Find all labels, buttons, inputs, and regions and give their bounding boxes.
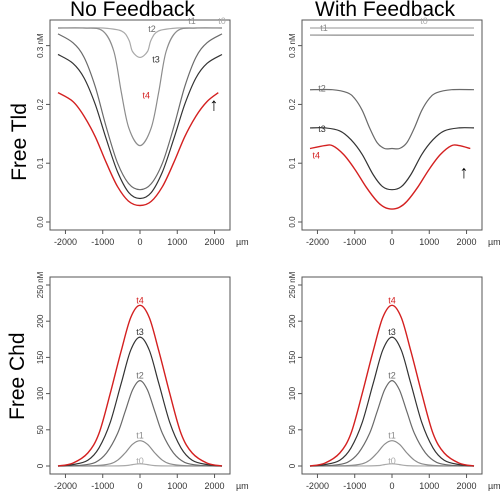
tld-no-feedback-series-t1	[57, 27, 223, 147]
tld-no-feedback-x-tick-label: 0	[137, 237, 142, 247]
tld-with-feedback-x-tick-label: 2000	[457, 237, 477, 247]
tld-no-feedback-series-label-t1: t1	[188, 16, 196, 26]
chd-no-feedback-series-label-t1: t1	[136, 431, 144, 441]
chd-with-feedback-x-tick-label: -1000	[343, 481, 366, 491]
chd-no-feedback-series-t3	[57, 336, 223, 467]
chd-with-feedback-x-tick-label: 2000	[457, 481, 477, 491]
tld-no-feedback-x-tick-label: 2000	[205, 237, 225, 247]
tld-with-feedback-arrow-annotation: ↑	[460, 162, 469, 182]
tld-with-feedback-x-tick-label: 0	[389, 237, 394, 247]
tld-with-feedback-x-tick-label: 1000	[419, 237, 439, 247]
chd-with-feedback-series-t0	[309, 463, 475, 467]
chd-with-feedback-y-tick-label: 150	[288, 350, 297, 364]
tld-with-feedback-y-tick-label: 0.3 nM	[288, 33, 297, 58]
tld-with-feedback-x-tick-label: -1000	[343, 237, 366, 247]
chd-with-feedback-series-label-t3: t3	[388, 327, 396, 337]
chd-with-feedback-series-t1	[309, 440, 475, 467]
tld-with-feedback-x-axis-unit: µm	[488, 237, 500, 247]
tld-no-feedback-series-t0	[58, 27, 222, 59]
tld-with-feedback-series-label-t4: t4	[313, 151, 321, 161]
tld-no-feedback-series-t2	[57, 33, 223, 191]
chd-no-feedback-x-axis-unit: µm	[236, 481, 249, 491]
chd-with-feedback-y-tick-label: 100	[288, 386, 297, 400]
column-title-with-feedback: With Feedback	[315, 0, 456, 21]
tld-no-feedback-series-label-t2: t2	[148, 24, 156, 34]
chd-no-feedback-y-tick-label: 150	[36, 350, 45, 364]
tld-with-feedback-series-label-t3: t3	[318, 124, 326, 134]
chd-with-feedback-y-tick-label: 50	[288, 425, 297, 434]
chd-no-feedback-y-tick-label: 0	[36, 463, 45, 468]
tld-no-feedback-series-t3	[57, 53, 223, 200]
chd-no-feedback-series-t0	[57, 463, 223, 467]
chd-no-feedback-series-t4	[57, 304, 223, 467]
tld-with-feedback-x-tick-label: -2000	[306, 237, 329, 247]
chd-with-feedback-series-label-t2: t2	[388, 371, 396, 381]
tld-with-feedback-y-tick-label: 0.2	[288, 98, 297, 110]
tld-with-feedback-y-tick-label: 0.1	[288, 157, 297, 169]
tld-with-feedback-series-label-t1: t1	[320, 23, 328, 33]
chd-no-feedback-x-tick-label: 0	[137, 481, 142, 491]
tld-no-feedback-y-tick-label: 0.3 nM	[36, 33, 45, 58]
chd-with-feedback-series-label-t4: t4	[388, 295, 396, 305]
tld-no-feedback-y-tick-label: 0.1	[36, 157, 45, 169]
tld-no-feedback-series-label-t3: t3	[152, 54, 160, 64]
chd-no-feedback-y-tick-label: 200	[36, 314, 45, 328]
chd-with-feedback-y-tick-label: 250 nM	[288, 271, 297, 298]
chd-no-feedback-y-tick-label: 50	[36, 425, 45, 434]
chd-with-feedback-series-label-t0: t0	[388, 456, 396, 466]
chd-with-feedback-series-label-t1: t1	[388, 431, 396, 441]
tld-no-feedback-y-tick-label: 0.2	[36, 98, 45, 110]
chd-no-feedback-series-label-t4: t4	[136, 295, 144, 305]
chd-no-feedback-series-label-t2: t2	[136, 371, 144, 381]
chd-with-feedback-series-t3	[309, 336, 475, 467]
chd-with-feedback-x-tick-label: 1000	[419, 481, 439, 491]
chd-no-feedback-y-tick-label: 250 nM	[36, 271, 45, 298]
chd-with-feedback-x-tick-label: -2000	[306, 481, 329, 491]
column-title-no-feedback: No Feedback	[70, 0, 195, 21]
tld-no-feedback-x-tick-label: -2000	[54, 237, 77, 247]
chd-no-feedback-x-tick-label: 2000	[205, 481, 225, 491]
tld-no-feedback-y-tick-label: 0.0	[36, 216, 45, 228]
chd-no-feedback-series-label-t0: t0	[136, 456, 144, 466]
tld-no-feedback-arrow-annotation: ↑	[210, 94, 219, 114]
tld-with-feedback-series-t4	[309, 144, 471, 210]
tld-no-feedback-series-label-t4: t4	[143, 91, 151, 101]
chd-no-feedback-x-tick-label: 1000	[167, 481, 187, 491]
chd-with-feedback-x-tick-label: 0	[389, 481, 394, 491]
tld-no-feedback-series-t4	[57, 92, 219, 207]
tld-no-feedback-x-tick-label: 1000	[167, 237, 187, 247]
tld-with-feedback-series-label-t2: t2	[318, 84, 326, 94]
chd-no-feedback-x-tick-label: -2000	[54, 481, 77, 491]
tld-with-feedback-series-label-t0: t0	[420, 16, 428, 26]
chd-with-feedback-y-tick-label: 200	[288, 314, 297, 328]
tld-no-feedback-x-axis-unit: µm	[236, 237, 249, 247]
chd-with-feedback-x-axis-unit: µm	[488, 481, 500, 491]
chd-no-feedback-series-t2	[57, 379, 223, 467]
chd-no-feedback-y-tick-label: 100	[36, 386, 45, 400]
chd-with-feedback-series-t2	[309, 379, 475, 467]
chd-with-feedback-y-tick-label: 0	[288, 463, 297, 468]
tld-with-feedback-frame	[301, 19, 483, 231]
tld-no-feedback-series-label-t0: t0	[218, 16, 226, 26]
chd-no-feedback-x-tick-label: -1000	[91, 481, 114, 491]
chd-no-feedback-series-label-t3: t3	[136, 327, 144, 337]
tld-with-feedback-y-tick-label: 0.0	[288, 216, 297, 228]
tld-with-feedback-series-t3	[309, 127, 475, 191]
chd-no-feedback-series-t1	[57, 440, 223, 467]
chd-with-feedback-series-t4	[309, 304, 475, 467]
tld-with-feedback-series-t2	[309, 88, 475, 150]
tld-no-feedback-x-tick-label: -1000	[91, 237, 114, 247]
